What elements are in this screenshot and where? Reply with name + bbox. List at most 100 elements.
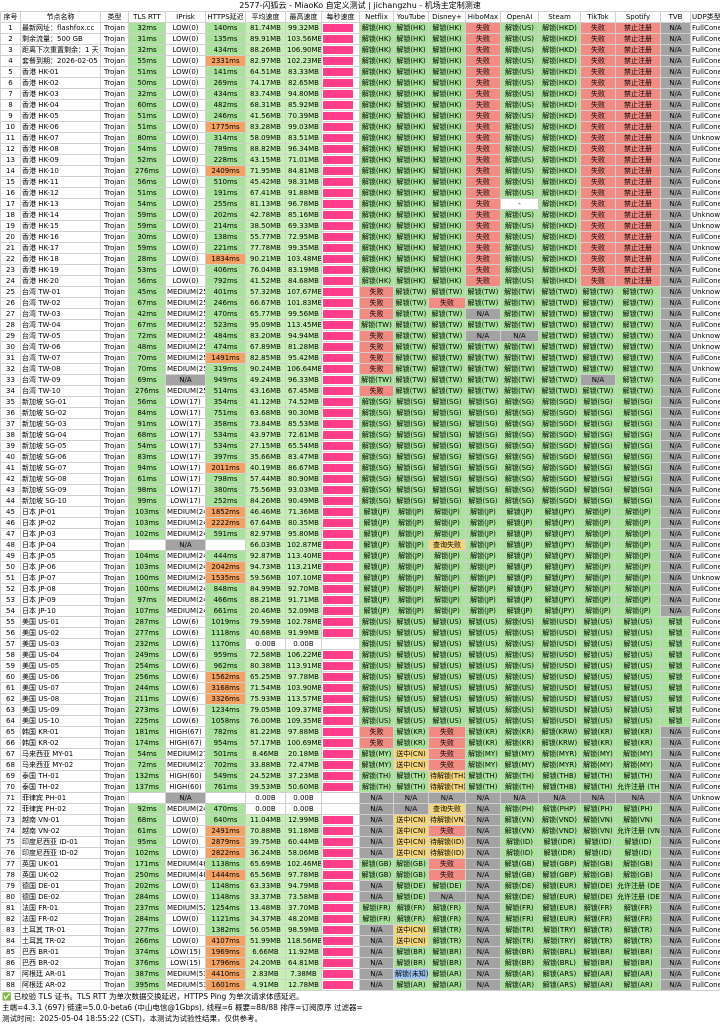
table-cell: 36 xyxy=(0,407,21,419)
table-cell: 54ms xyxy=(128,748,166,760)
table-cell: N/A xyxy=(660,385,691,397)
table-cell: FullCone xyxy=(690,143,720,155)
speed-sparkline xyxy=(321,495,360,507)
table-cell: 台湾 TW-09 xyxy=(20,374,101,386)
table-cell: 失败 xyxy=(428,825,466,837)
sparkline-bar xyxy=(323,970,353,978)
table-cell: N/A xyxy=(660,561,691,573)
table-cell: 解锁(SG) xyxy=(615,429,661,441)
table-cell: Trojan xyxy=(100,902,129,914)
table-cell: 失败 xyxy=(580,66,616,78)
table-cell: 解锁(US) xyxy=(465,715,501,727)
table-cell: 100ms xyxy=(128,583,166,595)
table-cell: 解锁(TR) xyxy=(428,935,466,947)
table-cell: N/A xyxy=(359,957,394,969)
table-cell: 解锁(TW) xyxy=(615,330,661,342)
table-cell: 73.84MB xyxy=(245,418,286,430)
table-cell: FullCone xyxy=(690,638,720,650)
table-cell: Trojan xyxy=(100,44,129,56)
table-cell: 解锁(SG) xyxy=(500,429,539,441)
table-cell: 37 xyxy=(0,418,21,430)
table-cell: 45 xyxy=(0,506,21,518)
table-cell: 失败 xyxy=(465,66,501,78)
table-cell: 解锁(DE) xyxy=(393,880,429,892)
table-cell: 解锁(HK) xyxy=(428,77,466,89)
table-cell: 解锁(TH) xyxy=(393,781,429,793)
table-cell: 解锁(VN) xyxy=(500,814,539,826)
table-cell: N/A xyxy=(465,979,501,991)
table-cell: 马来西亚 MY-02 xyxy=(20,759,101,771)
table-cell: 解锁(SG) xyxy=(615,495,661,507)
table-cell: N/A xyxy=(465,858,501,870)
table-cell: FullCone xyxy=(690,902,720,914)
table-cell: 解锁(US) xyxy=(465,704,501,716)
table-cell: 失败 xyxy=(465,231,501,243)
table-cell: 534ms xyxy=(205,429,246,441)
table-cell: 台湾 TW-04 xyxy=(20,319,101,331)
table-cell: 禁止注册 xyxy=(615,44,661,56)
table-cell: 解锁(TWD) xyxy=(538,308,581,320)
table-cell: 解锁(KR) xyxy=(615,726,661,738)
table-cell: 解锁(AR) xyxy=(615,979,661,991)
table-cell: 解锁(JP) xyxy=(500,550,539,562)
column-header: YouTube xyxy=(393,11,429,23)
table-cell: 466ms xyxy=(205,594,246,606)
table-cell: 解锁(SG) xyxy=(580,473,616,485)
table-cell: N/A xyxy=(465,913,501,925)
table-cell: MEDIUM(25) xyxy=(165,286,206,298)
table-cell: 解锁(HKD) xyxy=(538,264,581,276)
table-cell: 24.52MB xyxy=(245,770,286,782)
table-cell: 102.46MB xyxy=(285,858,322,870)
table-cell: 1138ms xyxy=(205,858,246,870)
table-cell: 待解锁(VN) xyxy=(428,814,466,826)
table-row: 6 香港 HK-02 Trojan 50ms LOW(0) 269ms 74.17MB 82.… xyxy=(0,77,720,89)
table-cell: FullCone xyxy=(690,495,720,507)
table-cell: 395ms xyxy=(128,979,166,991)
table-cell: 解锁(FR) xyxy=(500,902,539,914)
table-cell: 解锁(TW) xyxy=(428,363,466,375)
table-cell: 解锁(TW) xyxy=(580,352,616,364)
table-cell: MEDIUM(25) xyxy=(165,352,206,364)
table-cell: 失败 xyxy=(580,143,616,155)
table-cell: 解锁(TW) xyxy=(465,363,501,375)
table-cell: 解锁(TW) xyxy=(393,297,429,309)
table-cell: 解锁(US) xyxy=(393,627,429,639)
table-cell: N/A xyxy=(660,891,691,903)
table-cell: 71.54MB xyxy=(245,682,286,694)
table-cell: 解锁(KR) xyxy=(393,726,429,738)
table-cell: MEDIUM(25) xyxy=(165,385,206,397)
sparkline-bar xyxy=(323,530,353,538)
table-cell: 解锁(TW) xyxy=(428,286,466,298)
table-cell: 58 xyxy=(0,649,21,661)
table-cell: N/A xyxy=(660,770,691,782)
table-cell: 58.09MB xyxy=(245,132,286,144)
table-cell: 解锁(PHP) xyxy=(538,803,581,815)
table-cell: 菲律宾 PH-02 xyxy=(20,803,101,815)
table-cell: 106.22MB xyxy=(285,649,322,661)
table-row: 42 新加坡 SG-08 Trojan 61ms LOW(17) 798ms 57.44MB… xyxy=(0,473,720,485)
table-cell: 禁止注册 xyxy=(615,99,661,111)
speed-sparkline xyxy=(321,231,360,243)
table-cell: 523ms xyxy=(205,319,246,331)
result-table: 序号 节点名称 类型 TLS RTT IPrisk HTTPS延迟 平均速度 最高速度 每秒速度… xyxy=(0,11,720,991)
table-cell: 解锁(SG) xyxy=(428,495,466,507)
table-cell: 解锁(BR) xyxy=(428,957,466,969)
table-cell: MEDIUM(24) xyxy=(165,517,206,529)
table-cell: 解锁(JP) xyxy=(393,572,429,584)
table-cell: FullCone xyxy=(690,374,720,386)
table-cell: 1148ms xyxy=(205,891,246,903)
table-cell: 86.67MB xyxy=(285,462,322,474)
table-cell: 解锁(SG) xyxy=(580,429,616,441)
table-cell: LOW(6) xyxy=(165,704,206,716)
table-cell: 解锁(KR) xyxy=(393,737,429,749)
table-cell: Trojan xyxy=(100,297,129,309)
table-cell: Trojan xyxy=(100,792,129,804)
table-cell: 台湾 TW-03 xyxy=(20,308,101,320)
column-header: IPrisk xyxy=(165,11,206,23)
table-cell: FullCone xyxy=(690,869,720,881)
table-cell: Unknown xyxy=(690,220,720,232)
column-header: 每秒速度 xyxy=(321,11,360,23)
table-cell: 30 xyxy=(0,341,21,353)
sparkline-bar xyxy=(323,453,353,461)
table-cell: N/A xyxy=(660,231,691,243)
